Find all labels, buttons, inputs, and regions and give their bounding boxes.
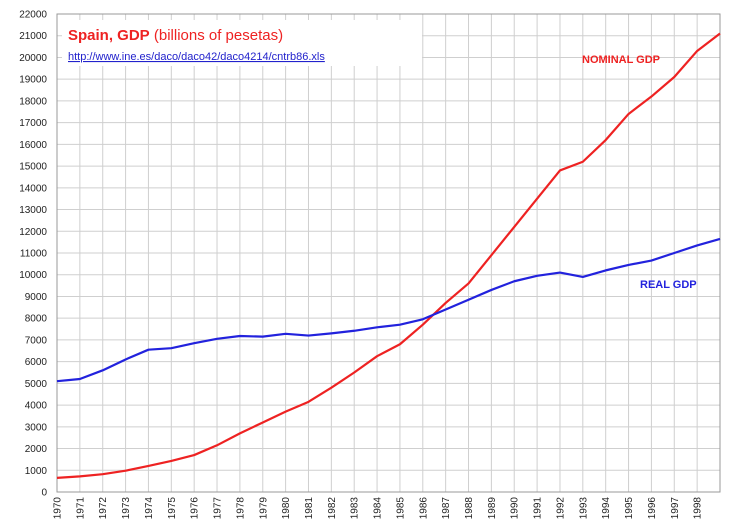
y-tick-label: 11000 [20, 249, 48, 260]
x-tick-label: 1997 [670, 497, 681, 520]
x-tick-label: 1989 [487, 497, 498, 520]
x-tick-label: 1970 [53, 497, 64, 520]
y-tick-label: 7000 [25, 335, 48, 346]
subtitle: (billions of pesetas) [154, 27, 283, 44]
y-tick-label: 18000 [19, 96, 47, 107]
plot-frame [56, 13, 721, 493]
y-tick-label: 10000 [19, 270, 47, 281]
x-tick-label: 1974 [144, 497, 155, 520]
x-tick-label: 1975 [167, 497, 178, 520]
x-tick-label: 1991 [533, 497, 544, 520]
x-tick-label: 1996 [647, 497, 658, 520]
y-tick-label: 0 [41, 488, 47, 499]
x-tick-label: 1992 [555, 497, 566, 520]
x-tick-label: 1980 [281, 497, 292, 520]
y-tick-label: 14000 [19, 183, 47, 194]
x-tick-label: 1972 [98, 497, 109, 520]
y-tick-label: 17000 [19, 118, 47, 129]
y-tick-label: 5000 [25, 379, 48, 390]
annotation: NOMINAL GDP [582, 54, 660, 66]
series-line [56, 237, 721, 383]
x-tick-label: 1986 [418, 497, 429, 520]
x-tick-label: 1994 [601, 497, 612, 520]
source-link[interactable]: http://www.ine.es/daco/daco42/daco4214/c… [68, 51, 325, 63]
x-tick-label: 1995 [624, 497, 635, 520]
y-tick-label: 9000 [25, 292, 48, 303]
y-tick-label: 8000 [25, 314, 48, 325]
y-tick-label: 12000 [19, 227, 47, 238]
x-tick-label: 1993 [578, 497, 589, 520]
x-tick-label: 1984 [373, 497, 384, 520]
chart-title: Spain, GDP (billions of pesetas) [68, 27, 283, 44]
y-tick-label: 3000 [25, 422, 48, 433]
y-tick-label: 4000 [25, 401, 48, 412]
x-tick-label: 1983 [350, 497, 361, 520]
title-box [62, 20, 422, 66]
y-tick-label: 16000 [19, 140, 47, 151]
x-tick-label: 1988 [464, 497, 475, 520]
x-tick-label: 1982 [327, 497, 338, 520]
y-tick-label: 20000 [19, 53, 47, 64]
x-tick-label: 1981 [304, 497, 315, 520]
x-tick-label: 1971 [75, 497, 86, 520]
x-tick-label: 1976 [190, 497, 201, 520]
annotation: REAL GDP [640, 279, 697, 291]
y-tick-label: 21000 [19, 31, 47, 42]
series-line [56, 32, 721, 479]
y-tick-label: 13000 [19, 205, 47, 216]
title: Spain, GDP [68, 27, 150, 44]
x-tick-label: 1978 [235, 497, 246, 520]
x-tick-label: 1987 [441, 497, 452, 520]
x-tick-label: 1990 [510, 497, 521, 520]
x-tick-label: 1998 [693, 497, 704, 520]
x-tick-label: 1973 [121, 497, 132, 520]
y-tick-label: 15000 [19, 162, 47, 173]
y-tick-label: 1000 [25, 466, 48, 477]
y-tick-label: 19000 [19, 75, 47, 86]
y-tick-label: 2000 [25, 444, 48, 455]
y-tick-label: 6000 [25, 357, 48, 368]
x-tick-label: 1977 [213, 497, 224, 520]
y-tick-label: 22000 [19, 10, 47, 21]
x-tick-label: 1985 [395, 497, 406, 520]
x-tick-label: 1979 [258, 497, 269, 520]
